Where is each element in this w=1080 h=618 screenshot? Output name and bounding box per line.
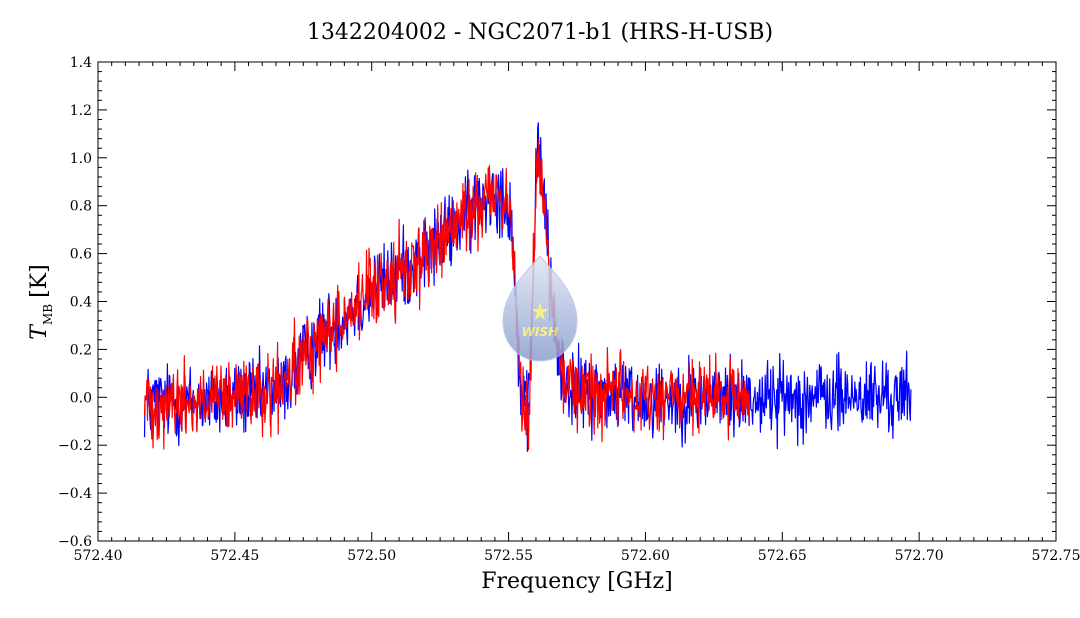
series-line-2 [143, 139, 750, 451]
y-axis-label-subscript: MB [41, 304, 55, 325]
x-tick-label: 572.65 [758, 548, 807, 564]
y-tick-label: −0.6 [58, 534, 92, 550]
chart-title: 1342204002 - NGC2071-b1 (HRS-H-USB) [307, 20, 773, 45]
x-tick-label: 572.40 [74, 548, 123, 564]
x-tick-label: 572.60 [621, 548, 670, 564]
y-tick-label: 0.0 [70, 390, 92, 406]
y-tick-label: 1.4 [70, 55, 92, 71]
x-tick-label: 572.45 [210, 548, 259, 564]
y-axis-label-symbol: T [27, 323, 52, 340]
star-icon [531, 302, 549, 320]
y-tick-label: 0.8 [70, 199, 92, 215]
x-tick-label: 572.55 [484, 548, 533, 564]
ticks-layer: 572.40 572.45 572.50 572.55 572.60 572.65 572.… [58, 55, 1080, 564]
y-tick-label: −0.2 [58, 438, 92, 454]
x-tick-label: 572.50 [347, 548, 396, 564]
series-layer [143, 122, 912, 452]
y-tick-label: 0.2 [70, 342, 92, 358]
y-tick-label: −0.4 [58, 486, 92, 502]
wish-logo: WISH [502, 255, 578, 362]
wish-logo-text: WISH [522, 325, 558, 339]
x-axis-label: Frequency [GHz] [481, 569, 673, 594]
y-axis-label: TMB [K] [27, 264, 55, 339]
x-tick-label: 572.75 [1032, 548, 1080, 564]
y-axis-label-unit: [K] [27, 264, 52, 298]
y-tick-label: 1.0 [70, 151, 92, 167]
plot-frame [97, 61, 1057, 542]
y-tick-label: 0.6 [70, 247, 92, 263]
y-tick-label: 0.4 [70, 295, 92, 311]
y-tick-label: 1.2 [70, 103, 92, 119]
x-tick-label: 572.70 [895, 548, 944, 564]
